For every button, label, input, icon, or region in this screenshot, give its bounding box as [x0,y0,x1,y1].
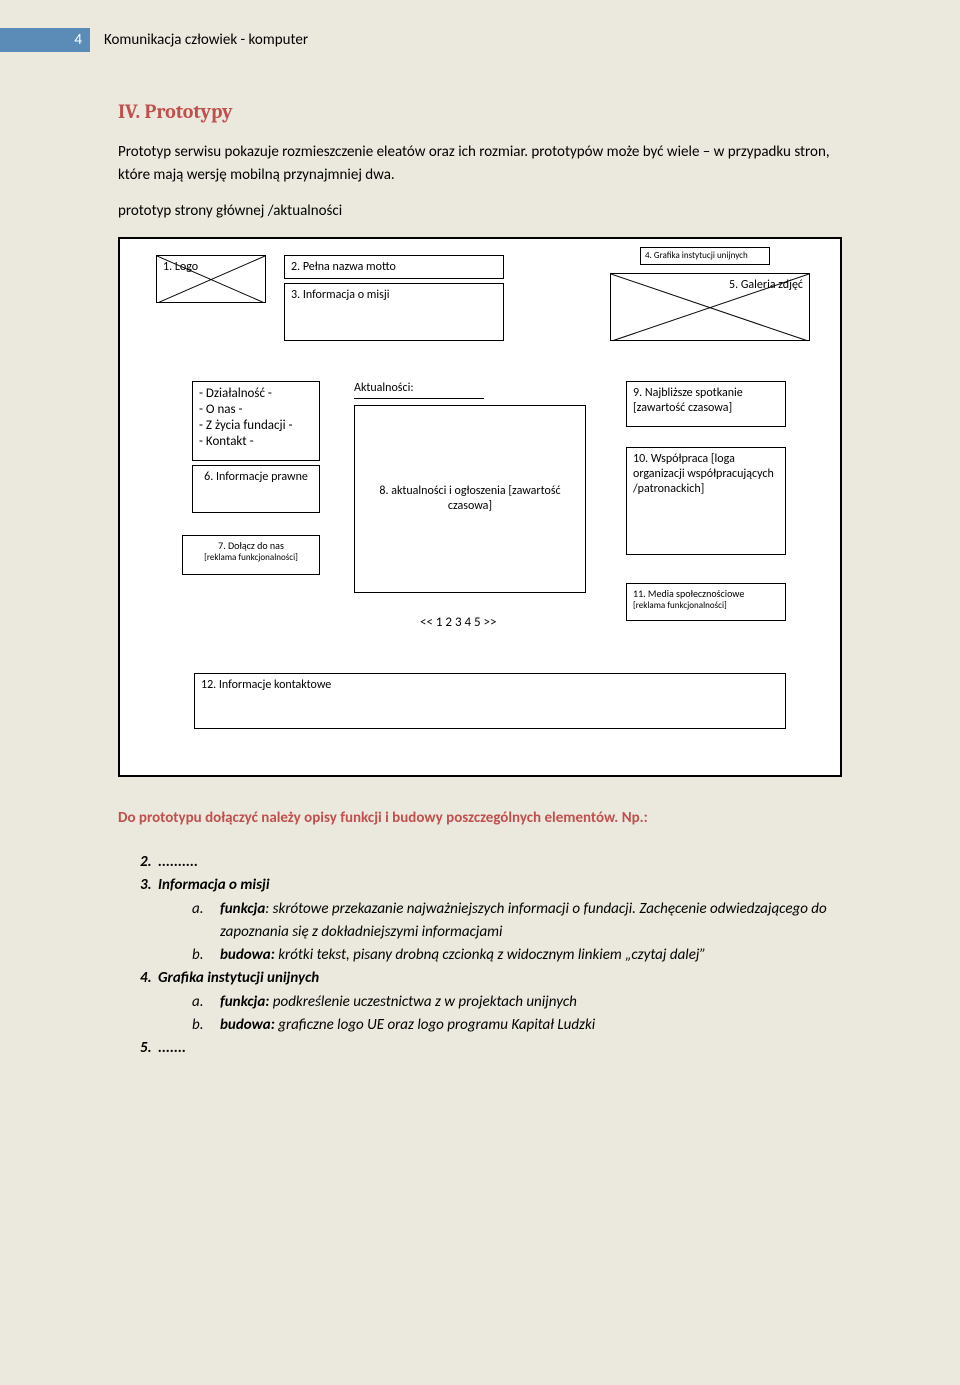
wf-nav-box: - Działalność - - O nas - - Z życia fund… [192,381,320,461]
wf-pager: << 1 2 3 4 5 >> [420,615,496,631]
list-subitem: a. funkcja: podkreślenie uczestnictwa z … [118,991,842,1014]
wf-mission-label: 3. Informacja o misji [291,288,389,302]
sub-lead: budowa: [220,946,275,964]
wf-fullname-label: 2. Pełna nazwa motto [291,260,396,274]
wf-contact-label: 12. Informacje kontaktowe [201,678,331,692]
sub-lead: funkcja [220,900,265,918]
sub-letter: b. [192,944,220,967]
wf-logo-box: 1. Logo [156,255,266,303]
list-num: 4. [118,967,158,990]
sub-body: podkreślenie uczestnictwa z w projektach… [269,993,576,1011]
wf-coop-box: 10. Współpraca [loga organizacji współpr… [626,447,786,555]
description-list: 2. .......... 3. Informacja o misji a. f… [118,851,842,1060]
wf-join-sub: [reklama funkcjonalności] [189,552,313,563]
wf-news-label: 8. aktualności i ogłoszenia [zawartość c… [361,484,579,514]
wf-mission-box: 3. Informacja o misji [284,283,504,341]
sub-text: budowa: graficzne logo UE oraz logo prog… [220,1014,842,1037]
sub-text: budowa: krótki tekst, pisany drobną czci… [220,944,842,967]
wf-join-box: 7. Dołącz do nas [reklama funkcjonalnośc… [182,535,320,575]
list-label: ....... [158,1037,186,1060]
list-subitem: b. budowa: krótki tekst, pisany drobną c… [118,944,842,967]
wf-logo-label: 1. Logo [163,260,198,274]
list-item: 5. ....... [118,1037,842,1060]
wf-social-label: 11. Media społecznościowe [633,588,779,601]
list-item: 2. .......... [118,851,842,874]
list-num: 5. [118,1037,158,1060]
wf-nav-item: - O nas - [199,402,313,418]
sub-lead: budowa: [220,1016,275,1034]
running-title: Komunikacja człowiek - komputer [104,31,308,49]
list-num: 2. [118,851,158,874]
intro-paragraph-1: Prototyp serwisu pokazuje rozmieszczenie… [118,141,842,186]
sub-body: graficzne logo UE oraz logo programu Kap… [275,1016,595,1034]
list-item: 4. Grafika instytucji unijnych [118,967,842,990]
sub-text: funkcja: podkreślenie uczestnictwa z w p… [220,991,842,1014]
list-label: Grafika instytucji unijnych [158,967,319,990]
list-label: .......... [158,851,198,874]
wf-nav-item: - Kontakt - [199,434,313,450]
wf-meeting-label: 9. Najbliższe spotkanie [zawartość czaso… [633,386,743,415]
wf-news-title: Aktualności: [354,381,484,399]
sub-letter: a. [192,991,220,1014]
wf-gallery-box: 5. Galeria zdjęć [610,273,810,341]
list-num: 3. [118,874,158,897]
wf-legal-label: 6. Informacje prawne [204,470,308,484]
wf-coop-label: 10. Współpraca [loga organizacji współpr… [633,452,774,496]
wf-join-label: 7. Dołącz do nas [189,540,313,553]
intro-paragraph-2: prototyp strony głównej /aktualności [118,200,842,223]
sub-lead: funkcja: [220,993,269,1011]
list-item: 3. Informacja o misji [118,874,842,897]
wf-nav-item: - Działalność - [199,386,313,402]
sub-letter: b. [192,1014,220,1037]
wf-social-sub: [reklama funkcjonalności] [633,600,779,611]
section-heading: IV. Prototypy [118,100,842,123]
wf-contact-box: 12. Informacje kontaktowe [194,673,786,729]
page-content: IV. Prototypy Prototyp serwisu pokazuje … [0,100,960,1100]
wireframe-prototype: 1. Logo 2. Pełna nazwa motto 3. Informac… [118,237,842,777]
list-subitem: b. budowa: graficzne logo UE oraz logo p… [118,1014,842,1037]
list-label: Informacja o misji [158,874,270,897]
sub-letter: a. [192,898,220,945]
wf-news-box: 8. aktualności i ogłoszenia [zawartość c… [354,405,586,593]
wf-gallery-label: 5. Galeria zdjęć [617,278,803,293]
wf-eu-graphics-label: 4. Grafika instytucji unijnych [645,250,748,261]
list-subitem: a. funkcja: skrótowe przekazanie najważn… [118,898,842,945]
sub-body: krótki tekst, pisany drobną czcionką z w… [275,946,706,964]
wf-meeting-box: 9. Najbliższe spotkanie [zawartość czaso… [626,381,786,427]
wf-fullname-box: 2. Pełna nazwa motto [284,255,504,279]
page-number-badge: 4 [0,28,90,52]
wf-eu-graphics-box: 4. Grafika instytucji unijnych [640,247,770,265]
note-text: Do prototypu dołączyć należy opisy funkc… [118,807,842,830]
wf-legal-box: 6. Informacje prawne [192,465,320,513]
page-header: 4 Komunikacja człowiek - komputer [0,28,960,52]
wf-nav-item: - Z życia fundacji - [199,418,313,434]
wf-social-box: 11. Media społecznościowe [reklama funkc… [626,583,786,621]
sub-body: : skrótowe przekazanie najważniejszych i… [220,900,827,941]
sub-text: funkcja: skrótowe przekazanie najważniej… [220,898,842,945]
